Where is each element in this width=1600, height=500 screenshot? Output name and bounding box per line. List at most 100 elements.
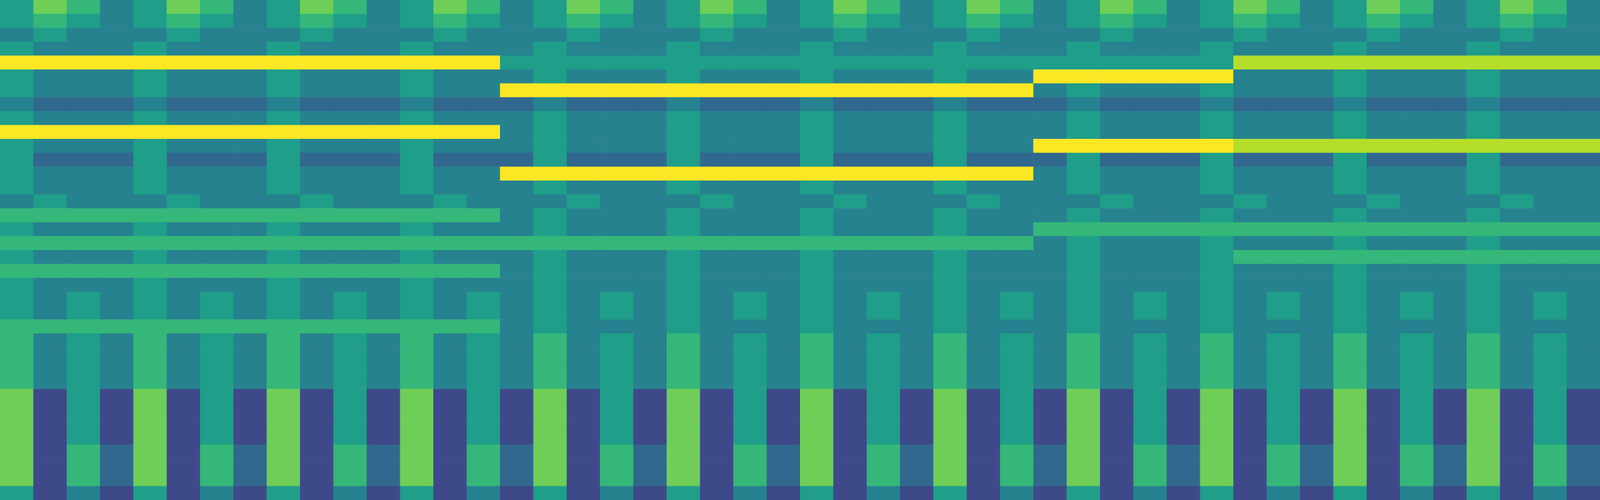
- heatmap-cell: [1433, 125, 1468, 140]
- heatmap-cell: [833, 375, 867, 390]
- heatmap-cell: [1500, 264, 1534, 279]
- heatmap-cell: [1466, 125, 1501, 140]
- heatmap-cell: [133, 472, 168, 487]
- heatmap-cell: [299, 472, 334, 487]
- heatmap-cell: [666, 347, 701, 362]
- heatmap-cell: [1333, 333, 1367, 348]
- heatmap-cell: [133, 277, 168, 292]
- heatmap-cell: [633, 69, 668, 84]
- heatmap-cell: [1533, 388, 1567, 404]
- heatmap-cell: [166, 458, 201, 473]
- heatmap-cell: [466, 138, 501, 153]
- heatmap-cell: [33, 125, 67, 140]
- heatmap-cell: [700, 388, 734, 404]
- heatmap-cell: [800, 69, 834, 84]
- heatmap-cell: [433, 403, 468, 418]
- heatmap-cell: [866, 305, 901, 320]
- heatmap-cell: [1399, 472, 1434, 487]
- heatmap-cell: [299, 403, 334, 418]
- heatmap-cell: [1333, 180, 1367, 195]
- heatmap-cell: [1233, 472, 1268, 487]
- heatmap-cell: [866, 41, 901, 56]
- heatmap-cell: [333, 361, 368, 376]
- heatmap-cell: [233, 361, 267, 376]
- heatmap-cell: [1333, 472, 1367, 487]
- heatmap-cell: [1533, 277, 1567, 292]
- heatmap-cell: [1200, 166, 1235, 181]
- heatmap-cell: [1066, 430, 1101, 445]
- heatmap-cell: [1099, 277, 1134, 292]
- heatmap-cell: [233, 55, 267, 70]
- heatmap-cell: [800, 277, 834, 292]
- heatmap-cell: [133, 458, 168, 473]
- heatmap-cell: [1033, 152, 1067, 168]
- heatmap-cell: [1433, 472, 1468, 487]
- heatmap-cell: [533, 166, 567, 181]
- heatmap-cell: [733, 138, 767, 153]
- heatmap-cell: [933, 0, 968, 15]
- heatmap-cell: [566, 166, 601, 181]
- heatmap-cell: [1000, 305, 1034, 320]
- heatmap-cell: [899, 347, 934, 362]
- heatmap-cell: [733, 208, 767, 223]
- heatmap-cell: [700, 14, 734, 29]
- heatmap-cell: [700, 208, 734, 223]
- heatmap-cell: [466, 180, 501, 195]
- heatmap-cell: [1533, 305, 1567, 320]
- heatmap-cell: [533, 291, 567, 306]
- heatmap-cell: [1099, 222, 1134, 237]
- heatmap-cell: [733, 264, 767, 279]
- heatmap-cell: [633, 277, 668, 292]
- heatmap-cell: [299, 485, 334, 500]
- heatmap-cell: [533, 319, 567, 334]
- heatmap-cell: [1066, 375, 1101, 390]
- heatmap-cell: [566, 152, 601, 168]
- heatmap-cell: [666, 444, 701, 459]
- heatmap-cell: [1000, 416, 1034, 431]
- heatmap-cell: [233, 208, 267, 223]
- heatmap-cell: [533, 458, 567, 473]
- heatmap-cell: [800, 458, 834, 473]
- heatmap-cell: [1466, 194, 1501, 209]
- heatmap-cell: [1033, 416, 1067, 431]
- heatmap-cell: [466, 305, 501, 320]
- heatmap-cell: [233, 333, 267, 348]
- heatmap-cell: [1033, 444, 1067, 459]
- heatmap-cell: [99, 125, 134, 140]
- heatmap-cell: [1133, 0, 1168, 15]
- heatmap-cell: [500, 222, 534, 237]
- heatmap-cell: [133, 485, 168, 500]
- heatmap-cell: [1466, 444, 1501, 459]
- heatmap-cell: [599, 361, 634, 376]
- heatmap-cell: [433, 208, 468, 223]
- heatmap-cell: [566, 138, 601, 153]
- heatmap-cell: [866, 27, 901, 42]
- heatmap-cell: [1233, 125, 1268, 140]
- heatmap-cell: [1366, 194, 1401, 209]
- heatmap-cell: [933, 333, 968, 348]
- heatmap-cell: [1399, 277, 1434, 292]
- heatmap-cell: [1500, 55, 1534, 70]
- heatmap-cell: [0, 347, 34, 362]
- heatmap-cell: [233, 485, 267, 500]
- heatmap-cell: [1300, 222, 1334, 237]
- heatmap-cell: [166, 97, 201, 112]
- heatmap-cell: [599, 319, 634, 334]
- heatmap-cell: [833, 333, 867, 348]
- heatmap-cell: [0, 319, 34, 334]
- heatmap-cell: [1099, 361, 1134, 376]
- heatmap-cell: [1200, 375, 1235, 390]
- heatmap-cell: [466, 375, 501, 390]
- heatmap-cell: [533, 97, 567, 112]
- heatmap-cell: [1366, 152, 1401, 168]
- heatmap-cell: [1566, 388, 1600, 404]
- heatmap-cell: [700, 138, 734, 153]
- heatmap-cell: [266, 444, 301, 459]
- heatmap-cell: [1233, 194, 1268, 209]
- heatmap-cell: [966, 264, 1001, 279]
- heatmap-cell: [266, 0, 301, 15]
- heatmap-cell: [833, 388, 867, 404]
- heatmap-cell: [1000, 485, 1034, 500]
- heatmap-cell: [1333, 152, 1367, 168]
- heatmap-cell: [1300, 388, 1334, 404]
